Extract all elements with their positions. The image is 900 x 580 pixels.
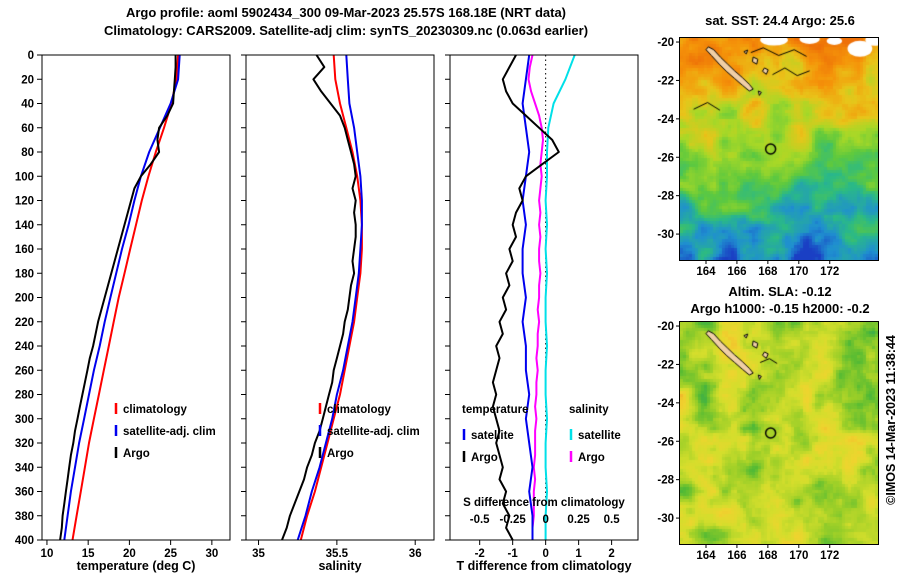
depth-tick: 260	[15, 365, 34, 377]
salinity-axis-label: salinity	[318, 559, 362, 573]
legend-argo-label: Argo	[327, 448, 354, 460]
legend-salinity-header: salinity	[569, 404, 609, 416]
sla-map-image	[680, 322, 878, 544]
sst-map-lon-tick: 172	[820, 266, 839, 278]
legend-climatology-label: climatology	[327, 404, 392, 416]
depth-tick: 0	[28, 50, 34, 62]
sdiff-tick: -0.25	[500, 514, 527, 526]
depth-tick: 20	[21, 74, 34, 86]
sst-map-lon-tick: 168	[758, 266, 778, 278]
sla-map-lon-tick: 168	[758, 550, 778, 562]
depth-tick: 200	[15, 293, 34, 305]
tdiff-axis-label: T difference from climatology	[456, 559, 632, 573]
temperature-panel: 10 15 20 25 30020406080100120140160180200220…	[15, 50, 231, 560]
difference-satellite-s-line	[544, 55, 576, 540]
depth-tick: 360	[15, 487, 34, 499]
sla-map-title-line2: Argo h1000: -0.15 h2000: -0.2	[690, 301, 870, 316]
sla-map-lat-tick: -26	[657, 436, 674, 448]
temperature-argo-line	[59, 55, 177, 540]
salinity-climatology-line	[299, 55, 363, 540]
sst-map-lat-tick: -28	[657, 191, 674, 203]
depth-tick: 220	[15, 317, 34, 329]
sla-map-lat-tick: -30	[657, 513, 674, 525]
legend-s-satellite-label: satellite	[578, 430, 621, 442]
sla-map-lon-tick: 164	[696, 550, 716, 562]
difference-axes-box	[449, 54, 639, 541]
sla-map-lat-tick: -28	[657, 475, 674, 487]
temperature-axis-label: temperature (deg C)	[76, 559, 196, 573]
sdiff-tick: -0.5	[470, 514, 490, 526]
difference-satellite-t-line	[521, 55, 534, 540]
depth-tick: 140	[15, 220, 34, 232]
salinity-satellite-adj-clim-line	[296, 55, 363, 540]
salinity-argo-line	[281, 55, 357, 540]
depth-tick: 180	[15, 268, 34, 280]
sla-map-lon-tick: 172	[820, 550, 839, 562]
depth-tick: 340	[15, 462, 34, 474]
sst-map-lat-tick: -24	[657, 114, 674, 126]
figure-title-line1: Argo profile: aoml 5902434_300 09-Mar-20…	[125, 5, 567, 20]
salinity-axes-box	[245, 54, 435, 541]
legend-satellite-adj-clim-label: satellite-adj. clim	[327, 426, 420, 438]
difference-argo-t-line	[491, 55, 560, 540]
legend-temperature-header: temperature	[462, 404, 528, 416]
sdiff-axis-label: S difference from climatology	[463, 497, 625, 509]
temperature-climatology-line	[71, 55, 180, 540]
sst-map-lon-tick: 170	[789, 266, 808, 278]
sst-map-lat-tick: -30	[657, 229, 674, 241]
depth-tick: 300	[15, 414, 34, 426]
sst-map-title: sat. SST: 24.4 Argo: 25.6	[705, 13, 855, 28]
depth-tick: 240	[15, 341, 34, 353]
temperature-satellite-adj-clim-line	[63, 55, 181, 540]
sla-map-lon-tick: 170	[789, 550, 808, 562]
sla-map-title-line1: Altim. SLA: -0.12	[728, 284, 832, 299]
sst-map-lon-tick: 164	[696, 266, 716, 278]
sst-map-lat-tick: -22	[657, 75, 674, 87]
depth-tick: 320	[15, 438, 34, 450]
difference-argo-s-line	[527, 55, 544, 540]
legend-t-satellite-label: satellite	[471, 430, 514, 442]
depth-tick: 40	[21, 99, 34, 111]
sst-map-image	[680, 38, 878, 260]
sdiff-tick: 0	[542, 514, 548, 526]
legend-climatology-label: climatology	[123, 404, 188, 416]
sst-map-lat-tick: -26	[657, 152, 674, 164]
sla-map-lat-tick: -22	[657, 359, 674, 371]
difference-panel: -2 -1 0 1 2S difference from climatology-0.5…	[445, 54, 639, 560]
legend-satellite-adj-clim-label: satellite-adj. clim	[123, 426, 216, 438]
sla-map-lon-tick: 166	[727, 550, 746, 562]
legend-argo-label: Argo	[123, 448, 150, 460]
sst-map-lon-tick: 166	[727, 266, 746, 278]
temperature-axes-box	[41, 54, 231, 541]
legend-s-argo-label: Argo	[578, 452, 605, 464]
depth-tick: 400	[15, 535, 34, 547]
imos-watermark: ©IMOS 14-Mar-2023 11:38:44	[884, 335, 898, 505]
depth-tick: 160	[15, 244, 34, 256]
depth-tick: 280	[15, 390, 34, 402]
depth-tick: 380	[15, 511, 34, 523]
depth-tick: 100	[15, 171, 34, 183]
sdiff-tick: 0.25	[567, 514, 590, 526]
sla-map-lat-tick: -24	[657, 398, 674, 410]
sla-map-lat-tick: -20	[657, 321, 674, 333]
depth-tick: 120	[15, 196, 34, 208]
legend-t-argo-label: Argo	[471, 452, 498, 464]
figure-title-line2: Climatology: CARS2009. Satellite-adj cli…	[103, 23, 589, 38]
sdiff-tick: 0.5	[604, 514, 621, 526]
depth-tick: 80	[21, 147, 34, 159]
depth-tick: 60	[21, 123, 34, 135]
sst-map-lat-tick: -20	[657, 37, 674, 49]
